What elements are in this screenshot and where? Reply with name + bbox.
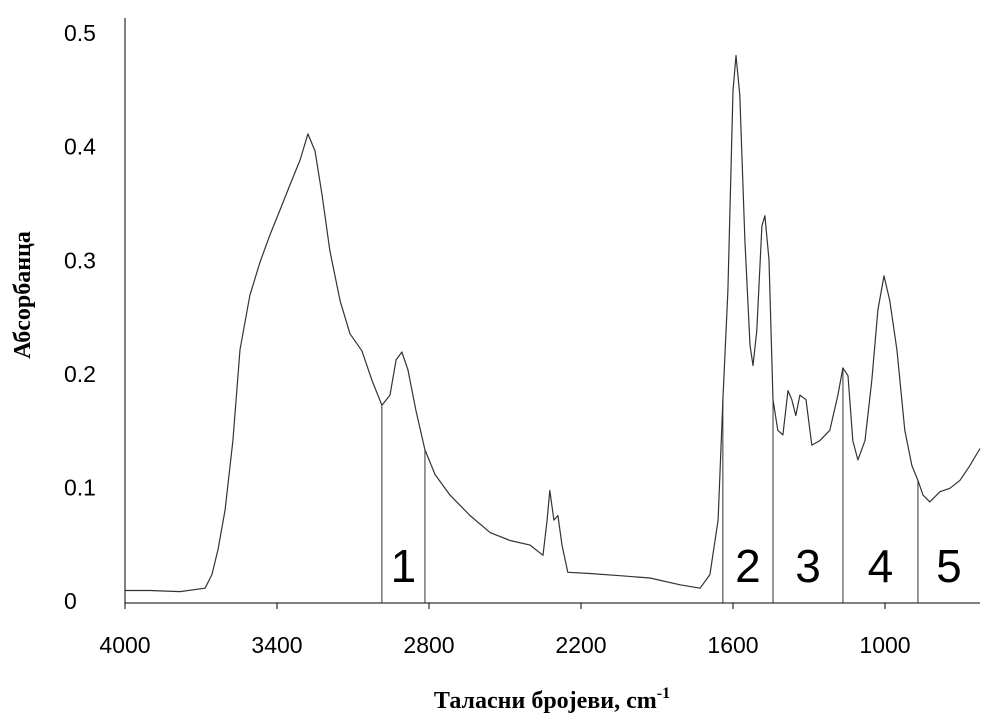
y-tick-label: 0.3 <box>64 247 96 273</box>
region-label: 1 <box>391 540 417 592</box>
x-axis-title-sup: -1 <box>657 685 670 702</box>
y-tick-label: 0.5 <box>64 20 96 46</box>
spectrum-line <box>125 54 981 593</box>
x-tick-label: 1600 <box>707 632 758 658</box>
y-axis-title: Абсорбанца <box>10 231 36 359</box>
x-tick-label: 1000 <box>859 632 910 658</box>
x-axis-title-text: Таласни бројеви, cm <box>434 688 657 714</box>
region-label: 4 <box>868 540 894 592</box>
y-tick-label: 0.1 <box>64 474 96 500</box>
region-label: 5 <box>936 540 962 592</box>
y-tick-label: 0 <box>64 588 77 614</box>
region-label: 3 <box>795 540 821 592</box>
x-tick-label: 2800 <box>403 632 454 658</box>
y-tick-label: 0.2 <box>64 361 96 387</box>
x-tick-label: 2200 <box>555 632 606 658</box>
x-tick-label: 4000 <box>99 632 150 658</box>
region-label: 2 <box>735 540 761 592</box>
x-tick-label: 3400 <box>251 632 302 658</box>
x-axis-title: Таласни бројеви, cm-1 <box>434 685 670 714</box>
y-tick-label: 0.4 <box>64 134 96 160</box>
